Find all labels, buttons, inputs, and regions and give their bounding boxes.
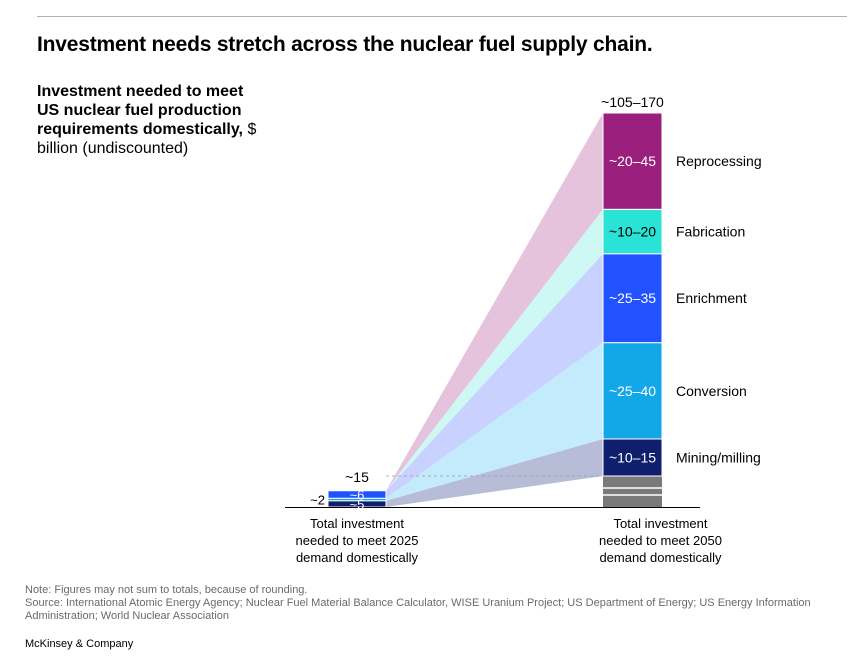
value-label-2025: ~2	[310, 493, 325, 508]
bar-2050-reprocessing	[602, 112, 663, 210]
series-name-label: Reprocessing	[676, 153, 762, 169]
band-enrichment	[386, 253, 603, 499]
bar-2025-enrichment	[327, 490, 387, 499]
top-rule	[37, 16, 847, 17]
brand-logo-text: McKinsey & Company	[25, 638, 134, 650]
value-label-2025: ~5	[350, 497, 365, 512]
chart-labels: ~10–15 Mining/milling ~25–40 Conversion ~25–…	[296, 94, 762, 565]
bar-2050-base	[603, 476, 662, 507]
subtitle-bold: Investment needed to meet US nuclear fue…	[37, 83, 244, 138]
bars	[285, 112, 700, 508]
source-text: Source: International Atomic Energy Agen…	[25, 597, 811, 622]
band-conversion	[386, 342, 603, 501]
category-label-2025: Total investment needed to meet 2025 deman…	[296, 516, 419, 565]
value-label-2050: ~10–15	[609, 449, 656, 465]
band-reprocessing	[386, 113, 603, 491]
value-label-2050: ~25–35	[609, 290, 656, 306]
value-label-2025: ~6	[350, 488, 365, 503]
bar-2050-enrichment	[602, 253, 663, 344]
bar-2050-conversion	[602, 342, 663, 440]
total-label-2025: ~15	[345, 469, 369, 485]
series-name-label: Enrichment	[676, 290, 747, 306]
note-text: Note: Figures may not sum to totals, bec…	[25, 584, 308, 596]
bar-2050-fabrication	[602, 208, 663, 255]
category-label-2050: Total investment needed to meet 2050 deman…	[599, 516, 722, 565]
value-label-2050: ~20–45	[609, 153, 656, 169]
total-label-2050: ~105–170	[601, 94, 664, 110]
chart-title: Investment needs stretch across the nucl…	[37, 33, 653, 56]
value-label-2050: ~10–20	[609, 224, 656, 240]
series-name-label: Conversion	[676, 383, 747, 399]
value-label-2050: ~25–40	[609, 383, 656, 399]
subtitle-unit: $ billion (undiscounted)	[37, 121, 257, 157]
chart-subtitle: Investment needed to meet US nuclear fue…	[37, 82, 257, 158]
connector-bands	[386, 113, 603, 507]
series-name-label: Mining/milling	[676, 449, 761, 465]
band-mining-milling	[386, 438, 603, 507]
series-name-label: Fabrication	[676, 224, 745, 240]
footnote: Note: Figures may not sum to totals, bec…	[25, 584, 815, 623]
